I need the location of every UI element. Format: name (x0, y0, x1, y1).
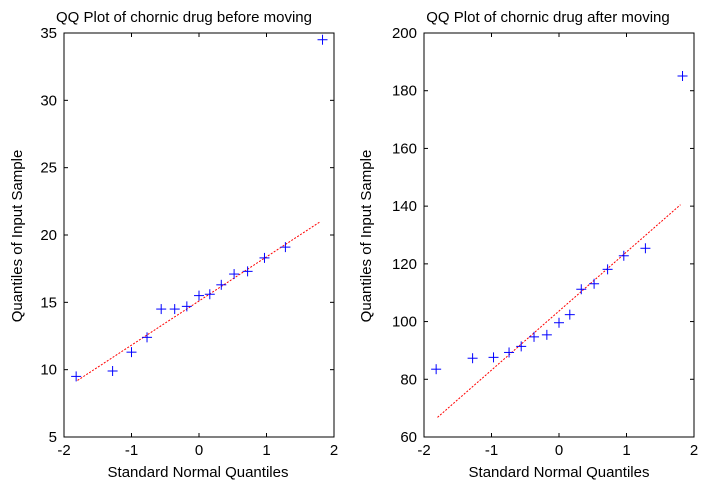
data-point (504, 347, 515, 358)
data-point (488, 352, 499, 363)
chart-title-before: QQ Plot of chornic drug before moving (56, 9, 312, 26)
data-point (529, 331, 540, 342)
y-tick-label: 140 (392, 198, 417, 215)
x-axis-label-after: Standard Normal Quantiles (469, 464, 650, 481)
y-tick-label: 35 (40, 25, 57, 42)
x-axis-label-before: Standard Normal Quantiles (108, 464, 289, 481)
y-tick-label: 200 (392, 25, 417, 42)
y-axis-label-before: Quantiles of Input Sample (9, 150, 26, 323)
y-tick-label: 30 (40, 92, 57, 109)
x-tick-label: 1 (262, 442, 270, 459)
data-point (194, 290, 204, 301)
data-point (516, 341, 527, 352)
reference-line (77, 221, 321, 381)
x-tick-label: 1 (622, 442, 630, 459)
data-point (541, 329, 552, 340)
x-tick-label: -2 (57, 442, 70, 459)
data-point (317, 34, 328, 45)
reference-line (437, 204, 681, 418)
x-tick-label: 0 (195, 442, 203, 459)
x-tick-label: 2 (330, 442, 338, 459)
data-points-before (71, 34, 328, 382)
y-tick-label: 60 (400, 429, 417, 446)
data-point (142, 332, 153, 343)
reference-line-group-before (77, 221, 321, 381)
x-tick-label: 2 (690, 442, 698, 459)
data-point (576, 284, 587, 295)
x-tick-label: -1 (485, 442, 498, 459)
y-tick-label: 180 (392, 83, 417, 100)
data-point (71, 371, 82, 382)
qq-panel-after: QQ Plot of chornic drug after moving Sta… (358, 9, 698, 481)
y-tick-label: 20 (40, 227, 57, 244)
y-axis-label-after: Quantiles of Input Sample (358, 150, 375, 323)
x-tick-label: -2 (417, 442, 430, 459)
data-point (181, 301, 192, 312)
data-point (618, 250, 629, 261)
data-point (169, 304, 180, 315)
y-tick-label: 160 (392, 140, 417, 157)
y-tick-label: 5 (49, 429, 57, 446)
axes-box-after (423, 32, 695, 438)
x-tick-label: 0 (555, 442, 563, 459)
y-tick-label: 80 (400, 371, 417, 388)
data-point (126, 347, 137, 358)
data-point (242, 266, 253, 277)
data-point (107, 366, 118, 377)
data-point (589, 278, 600, 289)
chart-title-after: QQ Plot of chornic drug after moving (426, 9, 669, 26)
data-point (259, 252, 270, 263)
x-tick-label: -1 (125, 442, 138, 459)
data-point (204, 289, 215, 300)
data-point (640, 243, 651, 254)
data-point (677, 70, 688, 81)
data-point (602, 264, 613, 275)
tick-group-after: -2 -1 0 1 2 60 80 100 120 140 160 180 200 (392, 25, 698, 459)
y-tick-label: 15 (40, 294, 57, 311)
y-tick-label: 25 (40, 160, 57, 177)
data-point (431, 364, 442, 375)
qq-panel-before: QQ Plot of chornic drug before moving St… (9, 9, 338, 481)
y-tick-label: 120 (392, 256, 417, 273)
reference-line-group-after (437, 204, 681, 418)
y-tick-label: 100 (392, 314, 417, 331)
data-point (280, 242, 291, 253)
data-points-after (431, 70, 688, 375)
data-point (554, 317, 564, 328)
data-point (229, 269, 240, 280)
data-point (156, 304, 167, 315)
y-tick-label: 10 (40, 362, 57, 379)
data-point (564, 309, 575, 320)
data-point (467, 353, 478, 364)
data-point (216, 279, 227, 290)
axes-box-before (63, 32, 335, 438)
